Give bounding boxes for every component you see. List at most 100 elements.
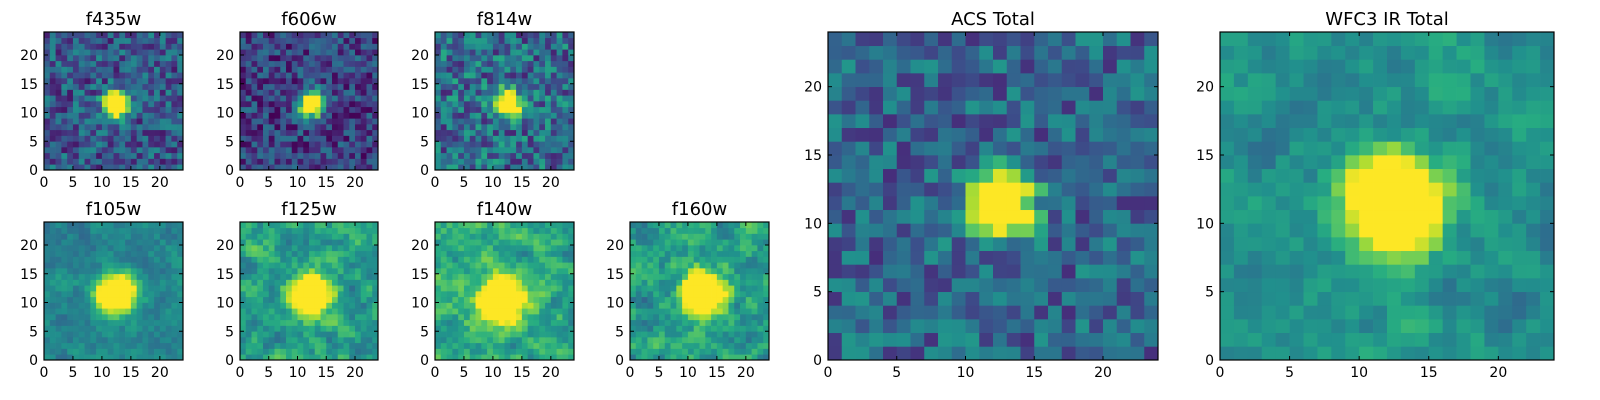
heatmap-cell [664, 250, 671, 257]
heatmap-cell [177, 106, 184, 113]
heatmap-cell [55, 239, 62, 246]
heatmap-cell [498, 112, 505, 119]
heatmap-cell [303, 141, 310, 148]
heatmap-cell [498, 49, 505, 56]
heatmap-cell [286, 245, 293, 252]
heatmap-cell [366, 152, 373, 159]
heatmap-cell [130, 325, 138, 332]
heatmap-cell [280, 222, 287, 229]
heatmap-cell [979, 250, 994, 265]
heatmap-cell [658, 331, 666, 338]
heatmap-cell [119, 60, 126, 67]
heatmap-cell [49, 268, 56, 275]
y-tick-label: 20 [411, 48, 429, 64]
heatmap-cell [136, 227, 143, 234]
heatmap-cell [527, 250, 534, 257]
heatmap-cell [67, 72, 74, 79]
heatmap-cell [481, 250, 488, 257]
heatmap-cell [481, 106, 488, 113]
heatmap-cell [550, 83, 557, 90]
heatmap-cell [274, 141, 281, 148]
heatmap-cell [446, 342, 453, 349]
heatmap-cell [458, 222, 465, 229]
heatmap-cell [469, 112, 476, 119]
heatmap-cell [309, 66, 316, 73]
heatmap-cell [498, 60, 505, 67]
heatmap-cell [297, 55, 304, 62]
heatmap-cell [372, 239, 379, 246]
heatmap-cell [883, 209, 898, 224]
heatmap-cell [855, 196, 870, 211]
heatmap-cell [550, 279, 557, 286]
heatmap-cell [435, 106, 442, 113]
heatmap-cell [458, 78, 465, 85]
heatmap-cell [463, 279, 471, 286]
heatmap-cell [757, 314, 764, 321]
heatmap-cell [49, 60, 56, 67]
heatmap-cell [78, 233, 85, 240]
heatmap-cell [641, 256, 648, 263]
heatmap-cell [458, 314, 465, 321]
heatmap-cell [711, 291, 718, 298]
heatmap-cell [96, 319, 103, 326]
heatmap-cell [240, 314, 247, 321]
heatmap-cell [630, 331, 637, 338]
heatmap-cell [510, 262, 517, 269]
heatmap-cell [670, 233, 677, 240]
heatmap-cell [366, 279, 373, 286]
heatmap-cell [705, 325, 712, 332]
heatmap-cell [539, 66, 546, 73]
heatmap-cell [44, 239, 51, 246]
heatmap-cell [647, 325, 654, 332]
heatmap-cell [705, 273, 712, 280]
heatmap-cell [751, 262, 758, 269]
heatmap-cell [1331, 319, 1346, 334]
heatmap-cell [148, 256, 155, 263]
heatmap-cell [487, 95, 494, 102]
heatmap-cell [90, 319, 97, 326]
heatmap-cell [90, 112, 97, 119]
heatmap-cell [647, 291, 654, 298]
heatmap-cell [165, 124, 172, 131]
heatmap-cell [268, 32, 275, 39]
axes-frame [827, 31, 1159, 361]
heatmap-cell [372, 89, 379, 96]
heatmap-cell [125, 37, 132, 44]
heatmap-cell [545, 147, 552, 154]
heatmap-cell [492, 37, 500, 44]
heatmap-cell [693, 348, 700, 355]
heatmap-cell [568, 78, 575, 85]
heatmap-cell [309, 112, 316, 119]
heatmap-cell [240, 250, 247, 257]
heatmap-cell [1220, 346, 1235, 361]
y-tick-label: 5 [225, 324, 234, 340]
heatmap-cell [136, 279, 143, 286]
heatmap-cell [521, 101, 529, 108]
heatmap-cell [757, 319, 764, 326]
heatmap-cell [90, 37, 97, 44]
heatmap-cell [171, 101, 178, 108]
heatmap-cell [55, 319, 62, 326]
heatmap-cell [993, 319, 1008, 334]
heatmap-cell [96, 152, 103, 159]
heatmap-cell [84, 152, 91, 159]
heatmap-cell [326, 331, 333, 338]
heatmap-cell [757, 285, 764, 292]
heatmap-cell [670, 227, 677, 234]
heatmap-cell [130, 245, 138, 252]
heatmap-cell [165, 141, 172, 148]
heatmap-cell [119, 279, 126, 286]
heatmap-cell [245, 273, 252, 280]
heatmap-cell [332, 83, 339, 90]
heatmap-cell [136, 43, 143, 50]
heatmap-cell [1020, 319, 1035, 334]
heatmap-cell [521, 331, 529, 338]
heatmap-cell [372, 83, 379, 90]
heatmap-cell [61, 262, 68, 269]
heatmap-cell [326, 227, 333, 234]
heatmap-cell [113, 331, 120, 338]
heatmap-cell [1275, 332, 1290, 347]
heatmap-cell [1428, 319, 1444, 334]
heatmap-cell [498, 164, 505, 171]
heatmap-cell [676, 342, 683, 349]
